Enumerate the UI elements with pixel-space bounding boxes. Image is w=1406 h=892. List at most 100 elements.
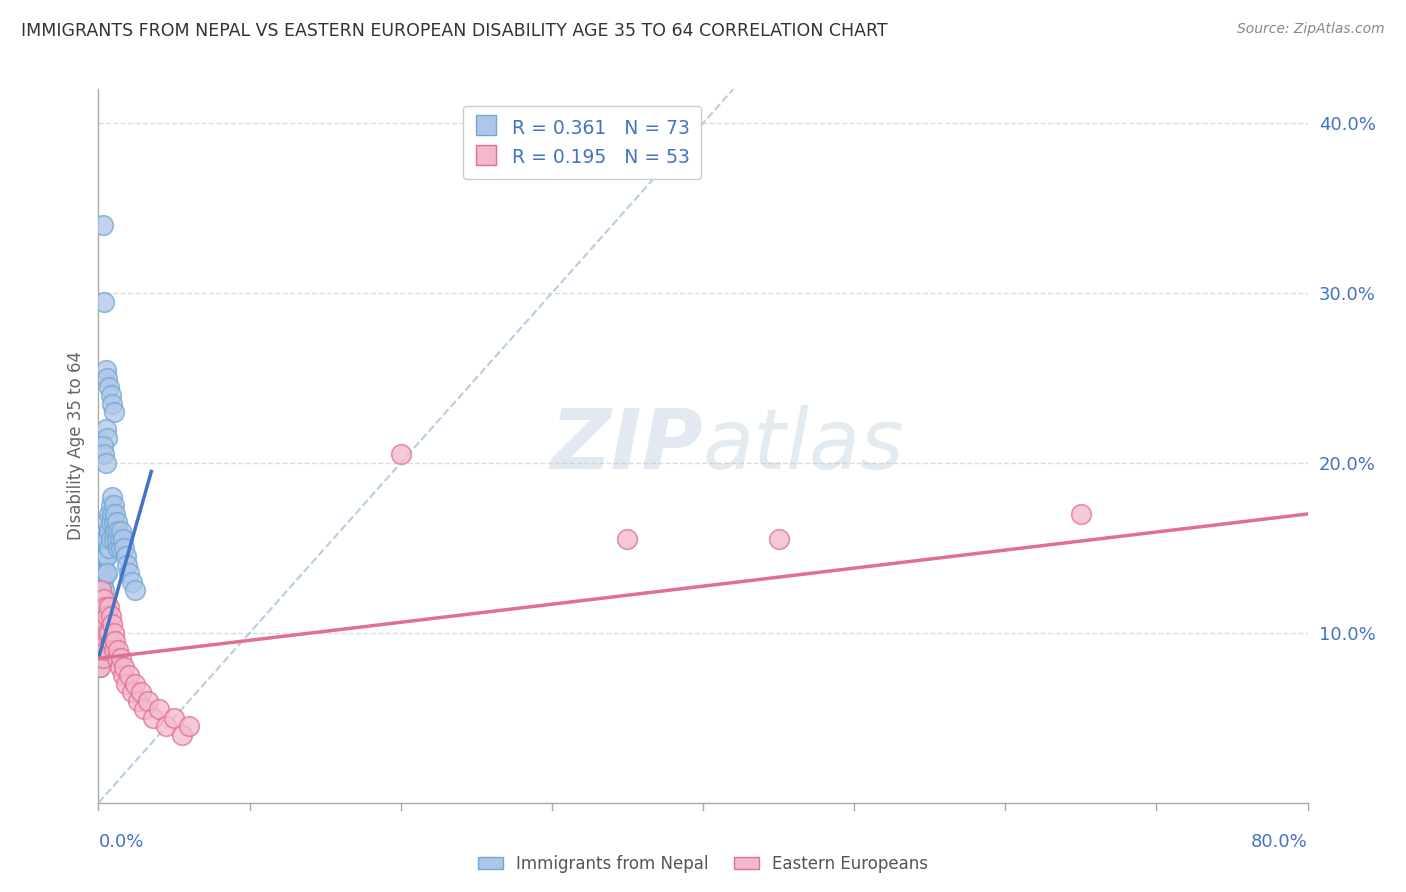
Text: Source: ZipAtlas.com: Source: ZipAtlas.com (1237, 22, 1385, 37)
Point (89, 591, 111, 606)
Point (96, 430, 118, 444)
Point (91, 600, 114, 615)
Text: atlas: atlas (703, 406, 904, 486)
Point (108, 660, 131, 674)
Point (90, 643, 112, 657)
Point (129, 685, 152, 699)
Point (94, 456, 117, 470)
Point (90, 583, 112, 598)
Point (101, 507, 124, 521)
Point (170, 728, 193, 742)
Point (136, 694, 159, 708)
Point (93, 591, 115, 606)
Text: 0.0%: 0.0% (98, 833, 143, 851)
Point (94, 362, 117, 376)
Point (98, 600, 121, 615)
Point (89, 608, 111, 623)
Point (127, 694, 149, 708)
Point (89, 634, 111, 648)
Point (110, 524, 132, 538)
Legend: Immigrants from Nepal, Eastern Europeans: Immigrants from Nepal, Eastern Europeans (471, 848, 935, 880)
Point (112, 660, 135, 674)
Point (90, 617, 112, 632)
Point (96, 608, 118, 623)
Point (616, 533, 638, 547)
Point (91, 439, 114, 453)
Point (108, 533, 131, 547)
Point (98, 524, 121, 538)
Legend: R = 0.361   N = 73, R = 0.195   N = 53: R = 0.361 N = 73, R = 0.195 N = 53 (463, 106, 702, 179)
Point (91, 634, 114, 648)
Point (100, 533, 122, 547)
Point (91, 591, 114, 606)
Point (89, 643, 111, 657)
Point (89, 574, 111, 589)
Point (89, 643, 111, 657)
Point (91, 574, 114, 589)
Point (94, 549, 117, 564)
Point (101, 490, 124, 504)
Point (93, 608, 115, 623)
Point (94, 422, 117, 436)
Point (107, 643, 129, 657)
Point (90, 643, 112, 657)
Point (91, 558, 114, 572)
Point (103, 405, 125, 419)
Point (98, 626, 121, 640)
Point (105, 516, 128, 530)
Point (103, 626, 125, 640)
Point (104, 507, 127, 521)
Point (103, 516, 125, 530)
Point (93, 448, 115, 462)
Point (89, 608, 111, 623)
Point (111, 668, 134, 682)
Point (96, 516, 118, 530)
Point (105, 651, 128, 665)
Point (93, 549, 115, 564)
Point (93, 634, 115, 648)
Point (98, 379, 121, 393)
Text: ZIP: ZIP (550, 406, 703, 486)
Point (101, 617, 124, 632)
Point (115, 558, 138, 572)
Point (96, 533, 118, 547)
Point (89, 600, 111, 615)
Point (100, 608, 122, 623)
Point (96, 549, 118, 564)
Point (96, 626, 118, 640)
Point (90, 583, 112, 598)
Point (124, 677, 146, 691)
Point (89, 660, 111, 674)
Point (98, 507, 121, 521)
Point (94, 643, 117, 657)
Point (110, 541, 132, 555)
Y-axis label: Disability Age 35 to 64: Disability Age 35 to 64 (66, 351, 84, 541)
Point (100, 388, 122, 402)
Point (111, 533, 134, 547)
Point (132, 702, 155, 716)
Point (98, 541, 121, 555)
Point (101, 396, 124, 410)
Point (94, 566, 117, 581)
Point (163, 711, 186, 725)
Point (110, 651, 132, 665)
Point (91, 651, 114, 665)
Point (114, 677, 136, 691)
Point (389, 448, 412, 462)
Point (90, 558, 112, 572)
Point (93, 583, 115, 598)
Point (93, 294, 115, 309)
Point (89, 660, 111, 674)
Point (89, 626, 111, 640)
Text: 80.0%: 80.0% (1251, 833, 1308, 851)
Point (96, 566, 118, 581)
Point (148, 702, 170, 716)
Point (103, 499, 125, 513)
Point (112, 541, 135, 555)
Point (1070, 507, 1092, 521)
Point (94, 600, 117, 615)
Point (104, 524, 127, 538)
Point (90, 626, 112, 640)
Point (94, 533, 117, 547)
Point (103, 643, 125, 657)
